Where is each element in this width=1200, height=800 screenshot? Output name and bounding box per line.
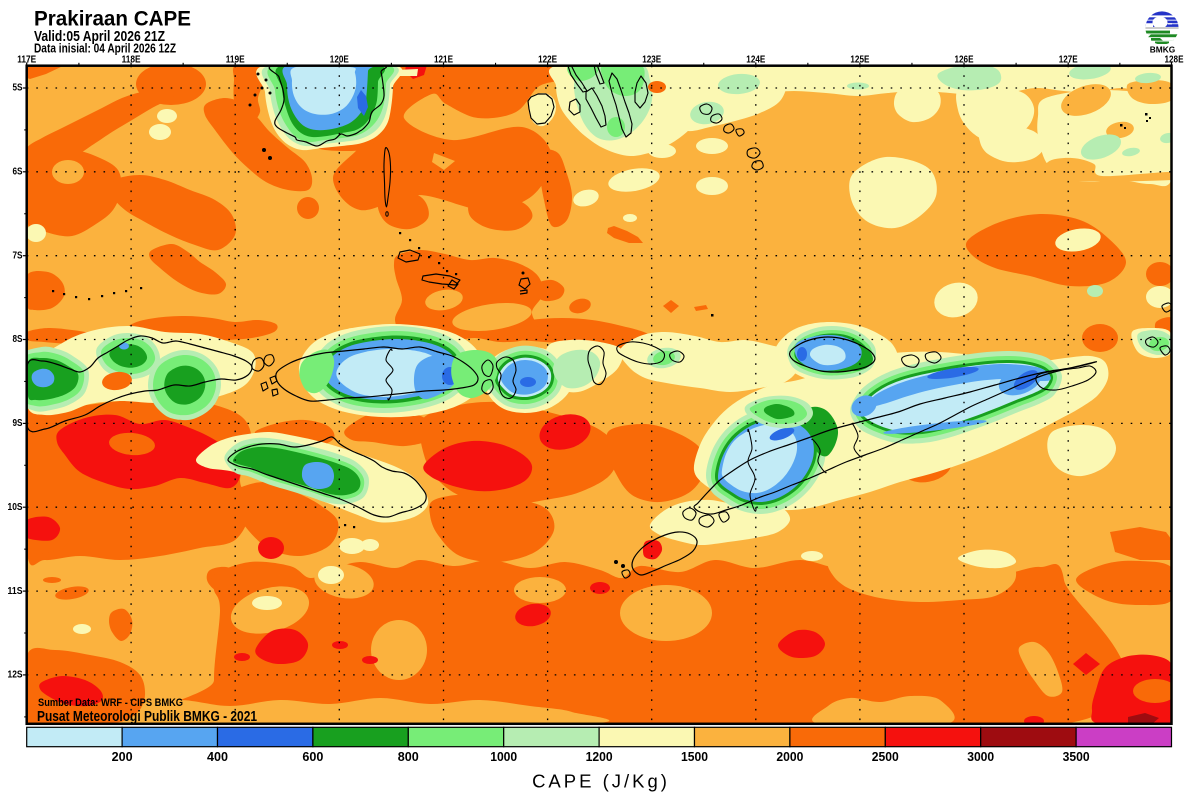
svg-text:1200: 1200 [586,749,613,764]
svg-text:119E: 119E [226,55,245,66]
svg-text:120E: 120E [330,55,349,66]
svg-text:8S: 8S [13,334,23,345]
svg-text:128E: 128E [1165,55,1184,66]
svg-text:121E: 121E [434,55,453,66]
svg-text:118E: 118E [122,55,141,66]
svg-text:BMKG: BMKG [1150,44,1176,54]
svg-text:CAPE (J/Kg): CAPE (J/Kg) [532,771,670,792]
svg-text:3500: 3500 [1063,749,1090,764]
svg-text:6S: 6S [13,167,23,178]
svg-text:400: 400 [207,749,228,764]
svg-text:Pusat Meteorologi Publik BMKG: Pusat Meteorologi Publik BMKG - 2021 [37,709,257,725]
svg-text:117E: 117E [17,55,36,66]
svg-text:Sumber Data: WRF - CIPS BMKG: Sumber Data: WRF - CIPS BMKG [38,697,183,709]
svg-text:125E: 125E [850,55,869,66]
svg-text:2500: 2500 [872,749,899,764]
svg-text:1000: 1000 [490,749,517,764]
svg-text:600: 600 [302,749,323,764]
svg-text:Data inisial: 04 April 2026 12: Data inisial: 04 April 2026 12Z [34,42,176,56]
svg-text:800: 800 [398,749,419,764]
svg-text:11S: 11S [8,586,23,597]
svg-text:200: 200 [112,749,133,764]
svg-text:124E: 124E [746,55,765,66]
svg-text:7S: 7S [13,250,23,261]
svg-text:9S: 9S [13,418,23,429]
svg-text:122E: 122E [538,55,557,66]
svg-text:12S: 12S [8,670,23,681]
svg-text:Prakiraan CAPE: Prakiraan CAPE [34,7,191,31]
svg-text:127E: 127E [1059,55,1078,66]
svg-text:126E: 126E [955,55,974,66]
svg-text:1500: 1500 [681,749,708,764]
svg-text:2000: 2000 [776,749,803,764]
svg-text:Valid:05 April 2026 21Z: Valid:05 April 2026 21Z [34,29,165,45]
svg-text:5S: 5S [13,83,23,94]
svg-text:123E: 123E [642,55,661,66]
svg-text:10S: 10S [8,502,23,513]
svg-text:3000: 3000 [967,749,994,764]
